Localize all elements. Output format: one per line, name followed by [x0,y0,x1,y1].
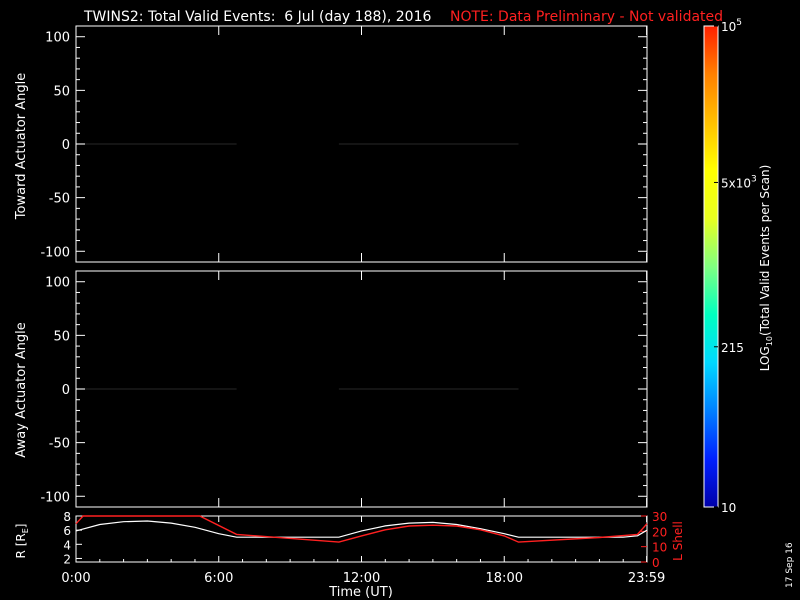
away-angle-segment [338,388,519,390]
time-xtick-label: 6:00 [204,571,233,586]
time-xtick-label: 23:59 [628,571,665,586]
l-shell-line [75,515,648,543]
lshell-ytick-label: 20 [652,525,667,539]
date-stamp: 17 Sep 16 [785,542,795,588]
colorbar-label: LOG10(Total Valid Events per Scan) [758,165,774,372]
r-ytick-label: 2 [63,552,71,566]
toward-angle-segment [76,143,237,145]
away-angle-ylabel: Away Actuator Angle [14,322,29,457]
toward-angle-panel: 100 50 0 -50 -100 Toward Actuator Angle [14,25,648,263]
colorbar-tick-label: 215 [721,341,744,355]
time-xtick-label: 0:00 [61,571,90,586]
toward-angle-ticks: 100 50 0 -50 -100 [40,26,648,262]
time-axis-label: Time (UT) [328,585,393,600]
away-angle-zero-seam [338,388,519,390]
r-ytick-label: 8 [63,510,71,524]
away-angle-plot-area [76,271,647,507]
toward-angle-ytick-label: -100 [40,245,70,260]
away-angle-ytick-label: -100 [40,490,70,505]
toward-angle-segment [338,143,519,145]
away-angle-segment [76,388,237,390]
toward-angle-ytick-label: 50 [53,84,70,99]
l-shell-axis-label: L Shell [671,521,685,561]
time-xtick-label: 12:00 [343,571,380,586]
toward-angle-ytick-label: 100 [45,31,70,46]
toward-angle-ytick-label: 0 [62,138,70,153]
colorbar-ticks: 105 5x103 215 10 [714,18,757,515]
lshell-ytick-label: 0 [652,556,660,570]
away-angle-ticks: 100 50 0 -50 -100 [40,271,648,507]
time-xtick-label: 18:00 [486,571,523,586]
r-ytick-label: 6 [63,524,71,538]
colorbar-gradient [703,25,719,508]
colorbar-tick-label: 105 [721,18,742,34]
r-distance-line [75,520,648,538]
away-angle-ytick-label: 100 [45,276,70,291]
colorbar-tick-label: 5x103 [721,174,757,190]
toward-angle-ytick-label: -50 [49,192,70,207]
data-preliminary-note: NOTE: Data Preliminary - Not validated [450,9,723,25]
colorbar: 105 5x103 215 10 LOG10(Total Valid Events p… [703,18,774,515]
toward-angle-plot-area [76,26,647,262]
toward-angle-ylabel: Toward Actuator Angle [14,73,29,220]
lshell-ytick-label: 10 [652,541,667,555]
plot-title: TWINS2: Total Valid Events: 6 Jul (day 1… [83,9,431,25]
away-angle-panel: 100 50 0 -50 -100 Away Actuator Angle [14,270,648,508]
away-angle-ytick-label: 50 [53,329,70,344]
away-angle-ytick-label: 0 [62,383,70,398]
away-angle-ytick-label: -50 [49,437,70,452]
toward-angle-zero-seam [76,143,237,145]
colorbar-tick-label: 10 [721,501,736,515]
r-axis-label: R [RE] [14,524,30,559]
lshell-ytick-label: 30 [652,510,667,524]
away-angle-zero-seam [76,388,237,390]
r-ytick-label: 4 [63,538,71,552]
toward-angle-zero-seam [338,143,519,145]
